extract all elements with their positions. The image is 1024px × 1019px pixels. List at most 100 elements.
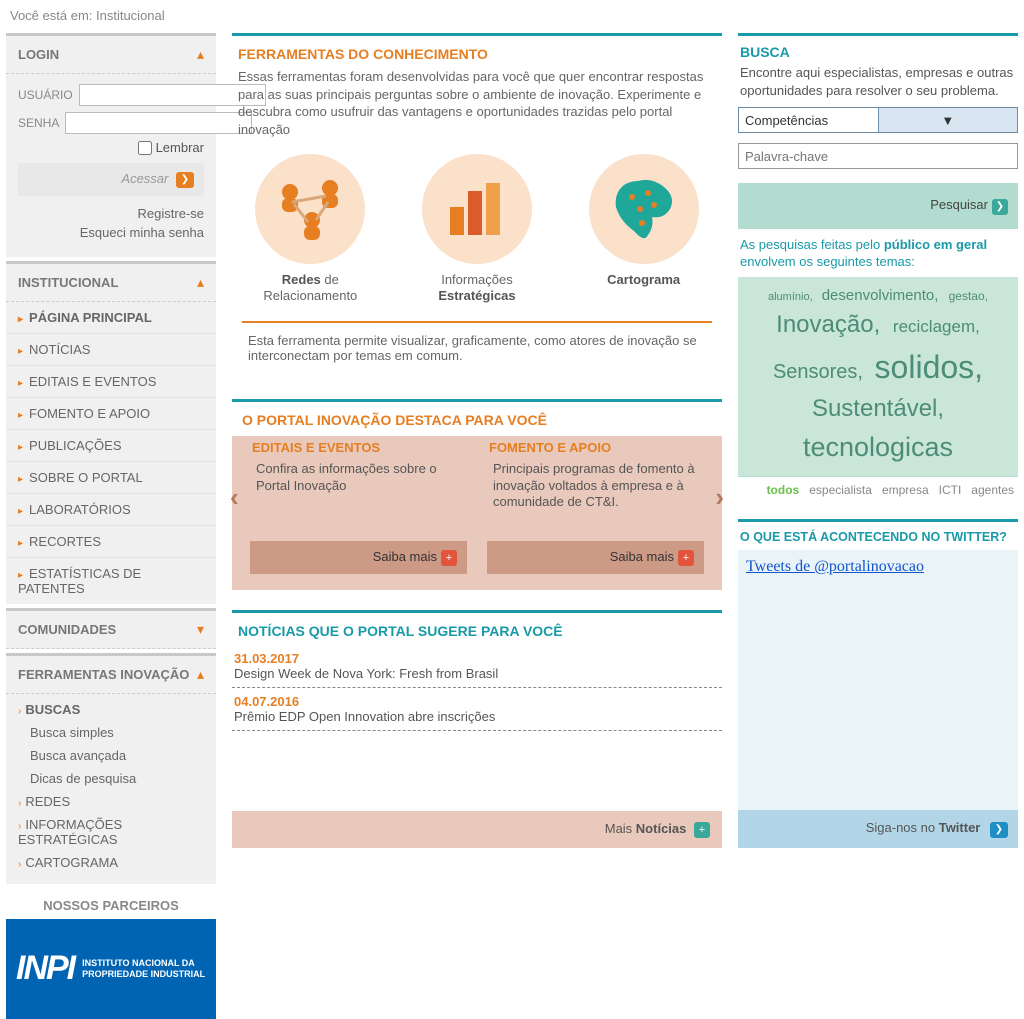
inpi-logo-icon: INPI [16, 949, 74, 988]
keyword-input[interactable] [738, 143, 1018, 169]
tag-filter-item[interactable]: agentes [971, 483, 1014, 497]
chevron-up-icon: ▴ [197, 666, 204, 683]
chevron-up-icon: ▴ [197, 46, 204, 63]
bullet-icon: ▸ [18, 474, 23, 485]
bullet-icon: ▸ [18, 538, 23, 549]
plus-icon: + [678, 550, 694, 566]
menu-item[interactable]: ▸RECORTES [6, 526, 216, 558]
bullet-icon: ▸ [18, 442, 23, 453]
tag-filter-item[interactable]: ICTI [939, 483, 962, 497]
arrow-right-icon: ❯ [990, 822, 1008, 838]
tweets-link[interactable]: Tweets de @portalinovacao [746, 558, 924, 575]
destaca-col-editais: EDITAIS E EVENTOS Confira as informações… [246, 436, 471, 574]
nav-redes[interactable]: ›REDES [6, 790, 216, 813]
destaca-block: O PORTAL INOVAÇÃO DESTACA PARA VOCÊ EDIT… [232, 399, 722, 590]
password-input[interactable] [65, 112, 252, 134]
menu-item[interactable]: ▸PUBLICAÇÕES [6, 430, 216, 462]
bar-chart-icon [422, 154, 532, 264]
menu-item[interactable]: ▸SOBRE O PORTAL [6, 462, 216, 494]
main-column: FERRAMENTAS DO CONHECIMENTO Essas ferram… [232, 33, 722, 1019]
tool-informacoes[interactable]: InformaçõesEstratégicas [407, 154, 547, 305]
menu-item[interactable]: ▸FOMENTO E APOIO [6, 398, 216, 430]
nav-sub-item[interactable]: Dicas de pesquisa [6, 767, 216, 790]
bullet-icon: ▸ [18, 506, 23, 517]
tag[interactable]: Sensores, [773, 361, 869, 383]
nav-buscas[interactable]: ›BUSCAS [6, 698, 216, 721]
tag[interactable]: reciclagem, [893, 317, 980, 336]
register-link[interactable]: Registre-se [18, 204, 204, 224]
remember-label: Lembrar [156, 140, 204, 155]
breadcrumb: Você está em: Institucional [0, 0, 1024, 33]
institucional-panel: INSTITUCIONAL ▴ ▸PÁGINA PRINCIPAL▸NOTÍCI… [6, 261, 216, 604]
login-header[interactable]: LOGIN ▴ [6, 36, 216, 74]
tag-filter-row: todos especialista empresa ICTI agentes [738, 476, 1018, 503]
busca-block: BUSCA Encontre aqui especialistas, empre… [738, 33, 1018, 503]
comunidades-header[interactable]: COMUNIDADES ▾ [6, 611, 216, 649]
follow-twitter-button[interactable]: Siga-nos no Twitter ❯ [738, 810, 1018, 848]
tag[interactable]: gestao, [949, 289, 988, 303]
ferramentas-block: FERRAMENTAS DO CONHECIMENTO Essas ferram… [232, 33, 722, 379]
noticias-block: NOTÍCIAS QUE O PORTAL SUGERE PARA VOCÊ 3… [232, 610, 722, 854]
comunidades-panel: COMUNIDADES ▾ [6, 608, 216, 649]
bullet-icon: ▸ [18, 410, 23, 421]
parceiros-block: NOSSOS PARCEIROS INPI INSTITUTO NACIONAL… [6, 888, 216, 1019]
tag-filter-item[interactable]: todos [767, 483, 800, 497]
nav-cartograma[interactable]: ›CARTOGRAMA [6, 851, 216, 874]
arrow-right-icon: ❯ [176, 172, 194, 188]
tool-cartograma[interactable]: Cartograma [574, 154, 714, 305]
mais-noticias-button[interactable]: Mais Notícias + [232, 811, 722, 848]
tag[interactable]: Inovação, [776, 311, 887, 338]
news-item[interactable]: 04.07.2016Prêmio EDP Open Innovation abr… [232, 688, 722, 731]
password-label: SENHA [18, 116, 59, 130]
bullet-icon: ▸ [18, 378, 23, 389]
remember-checkbox[interactable] [138, 141, 152, 155]
login-access-button[interactable]: Acessar ❯ [18, 163, 204, 196]
menu-item[interactable]: ▸PÁGINA PRINCIPAL [6, 302, 216, 334]
chevron-down-icon: ▼ [878, 108, 1018, 132]
menu-item[interactable]: ▸ESTATÍSTICAS DE PATENTES [6, 558, 216, 604]
ferramentas-nav-panel: FERRAMENTAS INOVAÇÃO ▴ ›BUSCAS Busca sim… [6, 653, 216, 884]
ferramentas-title: FERRAMENTAS DO CONHECIMENTO [232, 36, 722, 68]
tool-redes[interactable]: Redes deRelacionamento [240, 154, 380, 305]
plus-icon: + [694, 822, 710, 838]
destaca-col-fomento: FOMENTO E APOIO Principais programas de … [483, 436, 708, 574]
saiba-mais-fomento-button[interactable]: Saiba mais+ [487, 541, 704, 574]
pesquisar-button[interactable]: Pesquisar❯ [738, 183, 1018, 229]
tag-intro: As pesquisas feitas pelo público em gera… [738, 229, 1018, 277]
twitter-block: O QUE ESTÁ ACONTECENDO NO TWITTER? Tweet… [738, 519, 1018, 848]
network-people-icon [255, 154, 365, 264]
tool-caption: Esta ferramenta permite visualizar, graf… [242, 321, 712, 373]
chevron-up-icon: ▴ [197, 274, 204, 291]
tag[interactable]: alumínio, [768, 291, 816, 303]
menu-item[interactable]: ▸EDITAIS E EVENTOS [6, 366, 216, 398]
menu-item[interactable]: ▸NOTÍCIAS [6, 334, 216, 366]
left-column: LOGIN ▴ USUÁRIO SENHA Lembrar Acessar [6, 33, 216, 1019]
tag-filter-item[interactable]: empresa [882, 483, 929, 497]
nav-sub-item[interactable]: Busca avançada [6, 744, 216, 767]
nav-informacoes[interactable]: ›INFORMAÇÕES ESTRATÉGICAS [6, 813, 216, 851]
menu-item[interactable]: ▸LABORATÓRIOS [6, 494, 216, 526]
right-column: BUSCA Encontre aqui especialistas, empre… [738, 33, 1018, 1019]
username-label: USUÁRIO [18, 88, 73, 102]
tag[interactable]: Sustentável, [812, 395, 944, 422]
chevron-down-icon: ▾ [197, 621, 204, 638]
nav-sub-item[interactable]: Busca simples [6, 721, 216, 744]
tag-cloud: alumínio, desenvolvimento, gestao, Inova… [738, 277, 1018, 476]
tag[interactable]: tecnologicas [803, 432, 953, 462]
news-item[interactable]: 31.03.2017Design Week de Nova York: Fres… [232, 645, 722, 688]
busca-type-select[interactable]: Competências ▼ [738, 107, 1018, 133]
saiba-mais-editais-button[interactable]: Saiba mais+ [250, 541, 467, 574]
login-title: LOGIN [18, 47, 59, 62]
bullet-icon: ▸ [18, 314, 23, 325]
inpi-partner-banner[interactable]: INPI INSTITUTO NACIONAL DA PROPRIEDADE I… [6, 919, 216, 1019]
tag-filter-item[interactable]: especialista [809, 483, 872, 497]
arrow-right-icon: ❯ [992, 199, 1008, 215]
brazil-map-icon [589, 154, 699, 264]
login-panel: LOGIN ▴ USUÁRIO SENHA Lembrar Acessar [6, 33, 216, 257]
forgot-password-link[interactable]: Esqueci minha senha [18, 223, 204, 243]
institucional-header[interactable]: INSTITUCIONAL ▴ [6, 264, 216, 302]
ferramentas-nav-header[interactable]: FERRAMENTAS INOVAÇÃO ▴ [6, 656, 216, 694]
bullet-icon: ▸ [18, 346, 23, 357]
tag[interactable]: solidos, [875, 349, 984, 385]
tag[interactable]: desenvolvimento, [822, 287, 943, 304]
